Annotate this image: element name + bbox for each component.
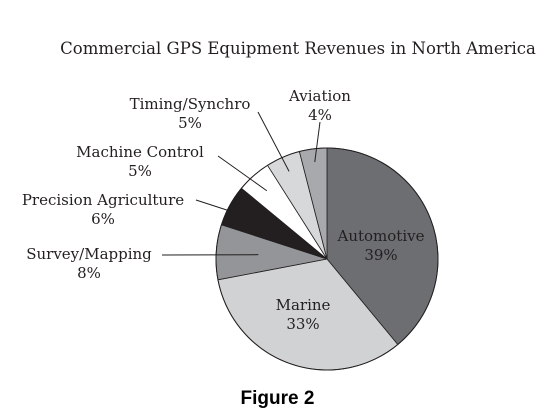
leader-line-aviation [314,121,321,163]
figure-caption: Figure 2 [240,388,315,409]
slice-label-machine-control: Machine Control [76,143,204,161]
leader-line-machine-control [217,155,268,192]
slice-label-aviation: Aviation [288,87,351,105]
leader-line-precision-agriculture [195,199,255,220]
leader-line-timing-synchro [257,111,290,172]
slice-value-timing-synchro: 5% [178,114,202,132]
slice-value-automotive: 39% [364,246,397,264]
slice-value-machine-control: 5% [128,162,152,180]
pie-outline [215,147,439,371]
slice-label-precision-agriculture: Precision Agriculture [22,191,184,209]
slice-label-automotive: Automotive [337,227,425,245]
slice-value-aviation: 4% [308,106,332,124]
slice-value-marine: 33% [286,315,319,333]
chart-title: Commercial GPS Equipment Revenues in Nor… [60,39,536,58]
slice-value-survey-mapping: 8% [77,264,101,282]
slice-label-marine: Marine [276,296,331,314]
slice-value-precision-agriculture: 6% [91,210,115,228]
slice-label-timing-synchro: Timing/Synchro [130,95,251,113]
slice-label-survey-mapping: Survey/Mapping [26,245,152,263]
